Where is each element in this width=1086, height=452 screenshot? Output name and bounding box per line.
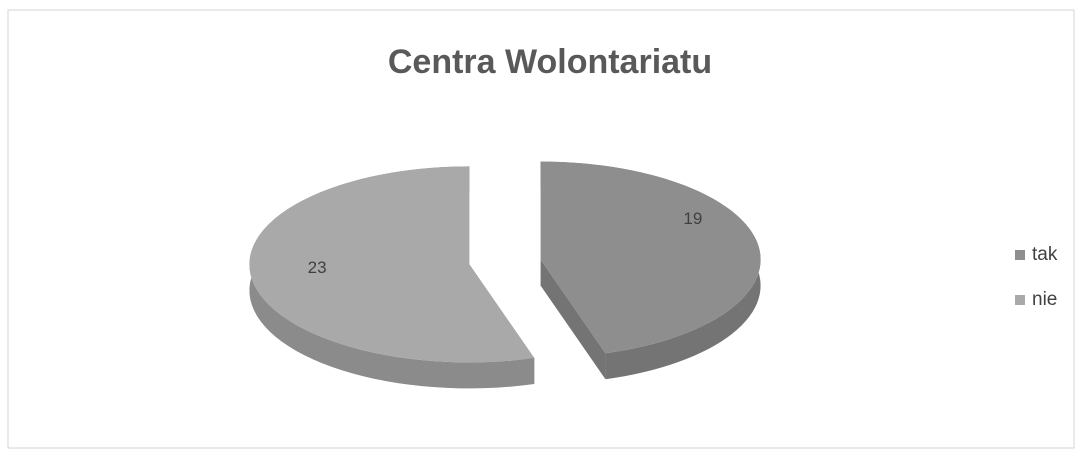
slice-side xyxy=(249,166,535,389)
legend-label: nie xyxy=(1032,289,1057,310)
legend-swatch xyxy=(1015,250,1025,260)
slice xyxy=(249,166,535,363)
slice-cut xyxy=(540,259,606,380)
slice xyxy=(540,161,761,354)
legend-label: tak xyxy=(1032,244,1058,265)
chart-title: Centra Wolontariatu xyxy=(388,43,712,81)
data-label: 19 xyxy=(683,209,702,228)
data-label: 23 xyxy=(308,258,327,277)
legend-swatch xyxy=(1015,295,1025,305)
